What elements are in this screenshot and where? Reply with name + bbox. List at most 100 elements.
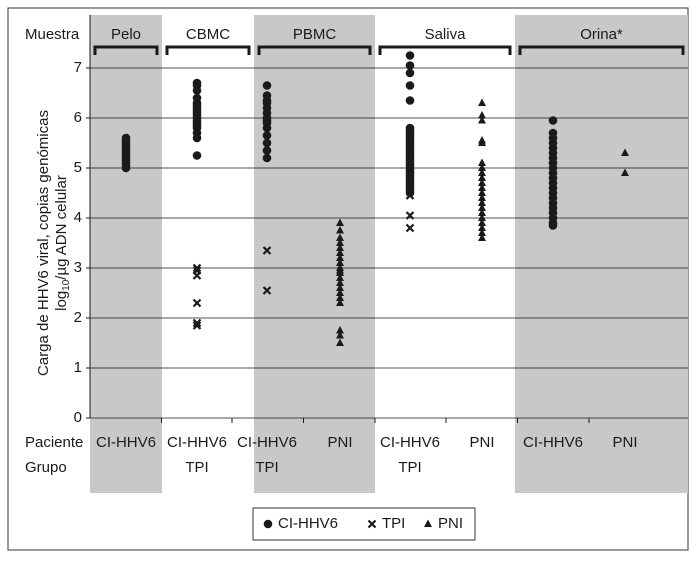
- bands: [90, 15, 688, 493]
- point: [478, 203, 486, 211]
- point: [336, 283, 344, 291]
- point: [405, 61, 415, 70]
- point: [336, 218, 344, 226]
- sample-bracket: [165, 45, 251, 55]
- y-tick-label: 7: [74, 59, 82, 76]
- point: [621, 148, 629, 156]
- legend: CI-HHV6 TPI PNI: [252, 507, 476, 541]
- sample-band: [515, 15, 688, 493]
- sample-bracket: [518, 45, 685, 55]
- row-label: Muestra: [25, 26, 80, 43]
- point: [336, 248, 344, 256]
- point: [336, 243, 344, 251]
- point: [336, 273, 344, 281]
- point: [192, 271, 202, 280]
- point: [262, 146, 272, 155]
- legend-marker: [263, 519, 273, 529]
- point: [405, 51, 415, 60]
- sample-label: PBMC: [293, 26, 337, 43]
- point: [262, 153, 272, 163]
- y-axis-title-sub: 10: [61, 279, 72, 291]
- point: [405, 166, 415, 175]
- sample-band: [90, 15, 162, 493]
- column-patient: PNI: [612, 434, 637, 451]
- labels: Muestra Paciente Grupo Carga de HHV6 vir…: [25, 26, 685, 476]
- grid: [86, 15, 688, 423]
- point: [336, 253, 344, 261]
- point: [192, 86, 202, 95]
- point: [336, 238, 344, 246]
- point: [336, 298, 344, 306]
- point: [621, 168, 629, 176]
- row-label: Paciente: [25, 434, 83, 451]
- column-patient: PNI: [469, 434, 494, 451]
- point: [405, 211, 415, 220]
- point: [478, 188, 486, 196]
- point: [405, 223, 415, 233]
- point: [262, 286, 272, 295]
- point: [192, 298, 202, 308]
- point: [548, 221, 558, 230]
- point: [478, 116, 486, 124]
- point: [192, 151, 202, 160]
- sample-label: Pelo: [111, 26, 141, 43]
- point: [336, 326, 344, 334]
- point: [262, 138, 272, 148]
- point: [336, 293, 344, 301]
- point: [192, 263, 202, 273]
- point: [336, 258, 344, 266]
- point: [478, 218, 486, 226]
- legend-marker: [367, 519, 377, 529]
- y-axis-title-part: /µg ADN celular: [53, 175, 70, 280]
- point: [478, 233, 486, 241]
- column-patient: CI-HHV6: [380, 434, 440, 451]
- point: [478, 98, 486, 106]
- point: [478, 111, 486, 119]
- point: [478, 213, 486, 221]
- point: [478, 198, 486, 206]
- point: [336, 338, 344, 346]
- y-axis-title-line: Carga de HHV6 viral, copias genómicas: [35, 110, 52, 376]
- point: [262, 131, 272, 140]
- column-group: TPI: [185, 459, 208, 476]
- sample-band: [254, 15, 375, 493]
- column-patient: CI-HHV6: [523, 434, 583, 451]
- point: [121, 163, 131, 173]
- point: [262, 123, 272, 133]
- point: [478, 158, 486, 166]
- point: [262, 246, 272, 255]
- sample-bracket: [93, 45, 159, 55]
- point: [478, 193, 486, 201]
- legend-label: TPI: [382, 515, 405, 532]
- column-group: TPI: [255, 459, 278, 476]
- column-patient: CI-HHV6: [237, 434, 297, 451]
- y-tick-label: 1: [74, 359, 82, 376]
- legend-label: PNI: [438, 515, 463, 532]
- point: [192, 321, 202, 330]
- point: [478, 223, 486, 231]
- legend-marker: [424, 519, 432, 527]
- point: [478, 228, 486, 236]
- point: [192, 318, 202, 328]
- point: [262, 81, 272, 90]
- marks: [121, 51, 629, 346]
- point: [192, 133, 202, 143]
- y-tick-label: 6: [74, 109, 82, 126]
- y-tick-label: 5: [74, 159, 82, 176]
- y-tick-label: 4: [74, 209, 82, 226]
- sample-bracket: [378, 45, 512, 55]
- y-tick-label: 2: [74, 309, 82, 326]
- sample-label: Saliva: [425, 26, 467, 43]
- legend-box: [252, 507, 476, 541]
- point: [405, 81, 415, 90]
- point: [336, 331, 344, 339]
- point: [405, 188, 415, 198]
- sample-label: CBMC: [186, 26, 230, 43]
- point: [336, 288, 344, 296]
- point: [478, 178, 486, 186]
- point: [478, 138, 486, 146]
- column-patient: CI-HHV6: [96, 434, 156, 451]
- column-patient: PNI: [327, 434, 352, 451]
- point: [478, 208, 486, 216]
- point: [336, 226, 344, 234]
